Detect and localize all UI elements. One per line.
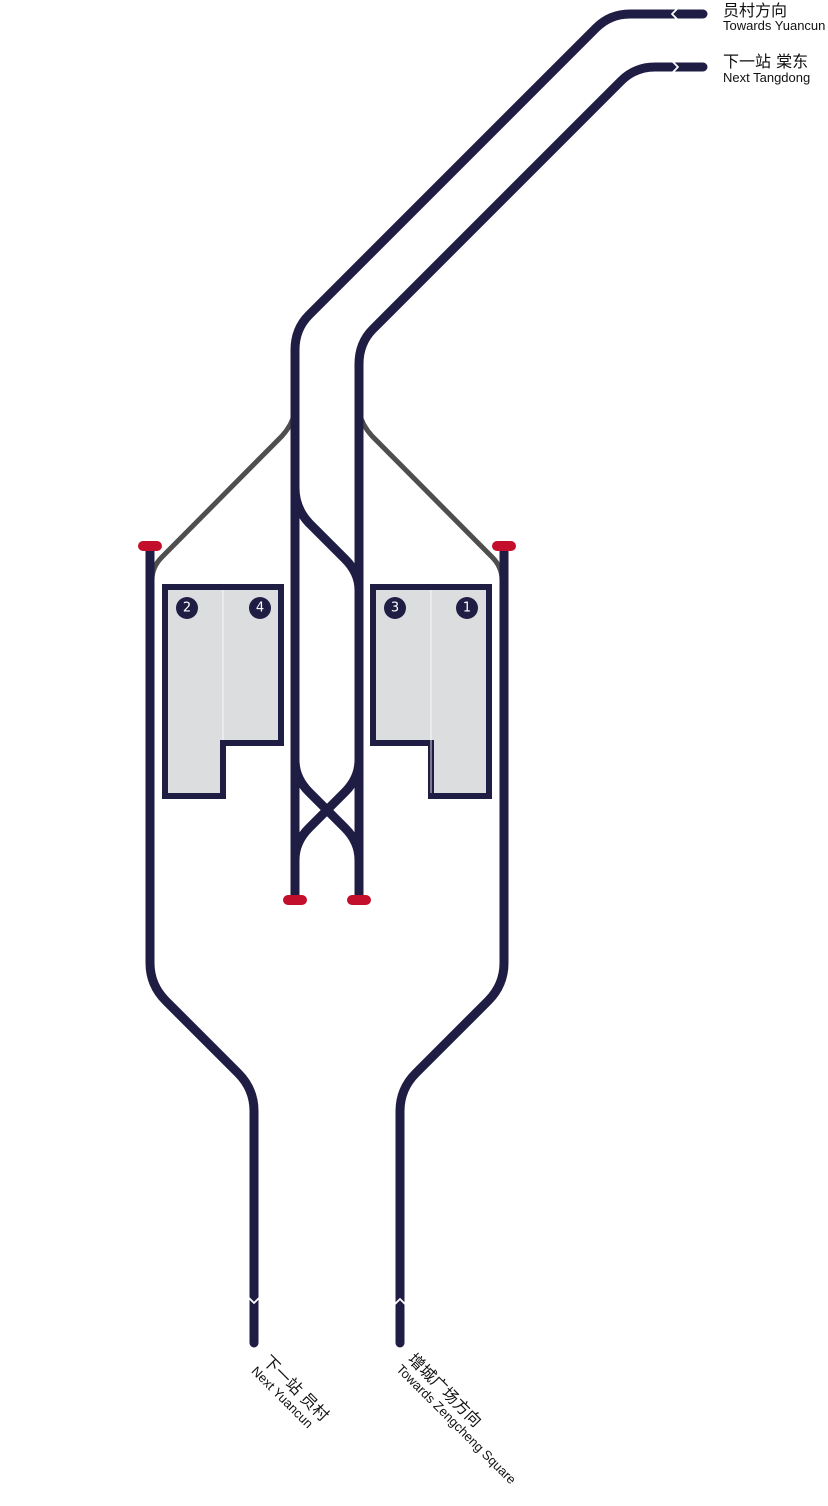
bottom-left-label: 下一站 员村 Next Yuancun	[249, 1351, 333, 1431]
platform-left: 2 4	[162, 584, 284, 799]
track-number-badge	[176, 597, 198, 619]
direction-label-en: Next Tangdong	[723, 70, 810, 85]
svg-text:Towards Zengcheng Square: Towards Zengcheng Square	[394, 1361, 520, 1487]
direction-chevron-icon	[248, 1297, 260, 1304]
main-track-right	[354, 62, 708, 905]
direction-label-zh: 员村方向	[723, 1, 787, 20]
upper-crossover	[290, 483, 364, 595]
right-siding-connector	[356, 409, 505, 583]
track-number-badge	[456, 597, 478, 619]
bottom-right-label: 增城广场方向 Towards Zengcheng Square	[394, 1349, 520, 1487]
main-track-left	[290, 9, 708, 905]
direction-chevron-icon	[672, 61, 679, 73]
left-siding-connector	[149, 409, 298, 583]
direction-label-zh: 下一站 棠东	[723, 52, 808, 71]
direction-chevron-icon	[671, 8, 678, 20]
svg-text:3: 3	[391, 601, 399, 616]
track-number-badge	[249, 597, 271, 619]
outer-track-right	[395, 541, 509, 1348]
platform-right: 3 1	[370, 584, 492, 799]
track-number-badge	[384, 597, 406, 619]
svg-text:1: 1	[463, 601, 471, 616]
outer-track-left	[145, 541, 259, 1348]
svg-text:2: 2	[183, 601, 191, 616]
svg-text:4: 4	[256, 601, 264, 616]
scissors-crossover-b	[290, 755, 364, 865]
direction-label-en: Towards Yuancun	[723, 18, 825, 33]
direction-chevron-icon	[394, 1298, 406, 1305]
